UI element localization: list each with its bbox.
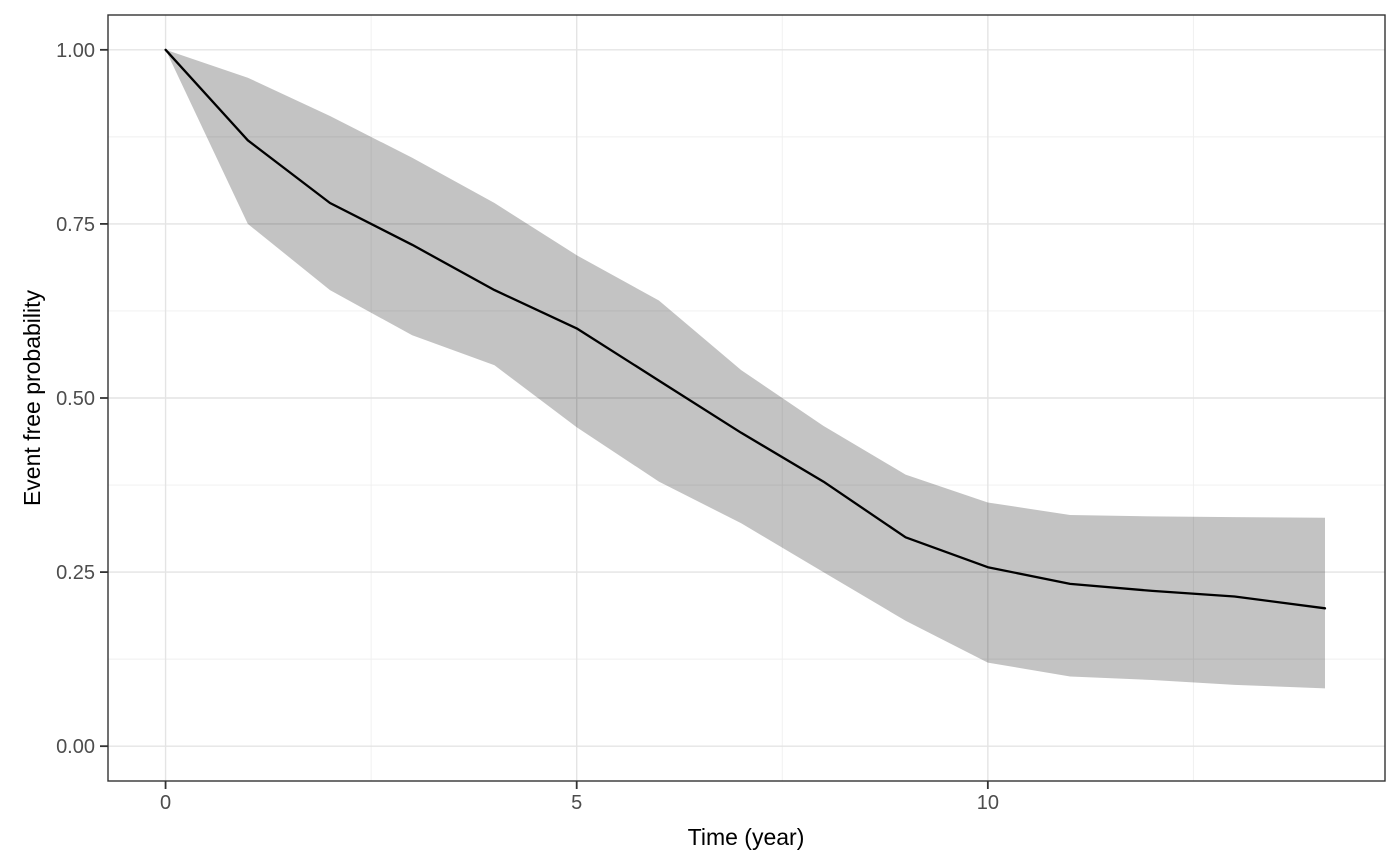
x-tick-label: 10: [977, 792, 999, 814]
axis-layer: 0 5 10 0.00 0.25 0.50 0.75 1.00: [56, 40, 999, 814]
confidence-interval-band: [165, 49, 1326, 689]
x-axis-title: Time (year): [688, 824, 805, 850]
grid-layer: [108, 15, 1385, 781]
survival-estimate-line: [164, 48, 1327, 610]
x-tick-label: 0: [160, 792, 171, 814]
x-tick-label: 5: [571, 792, 582, 814]
y-tick-label: 0.50: [56, 388, 95, 410]
y-tick-label: 0.25: [56, 562, 95, 584]
y-axis-title: Event free probability: [19, 289, 45, 506]
data-layer: [164, 48, 1327, 689]
y-tick-label: 1.00: [56, 40, 95, 62]
y-tick-label: 0.75: [56, 214, 95, 236]
y-tick-label: 0.00: [56, 736, 95, 758]
